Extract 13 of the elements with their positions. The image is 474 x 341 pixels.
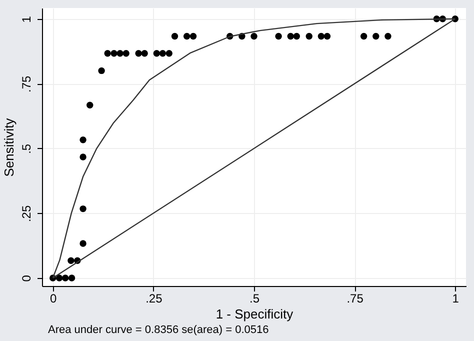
x-tick-label: .25: [146, 292, 163, 306]
x-tick-label: 0: [50, 292, 58, 306]
y-axis-title: Sensitivity: [2, 118, 16, 177]
y-tick-label: 1: [20, 16, 34, 23]
x-tick-label: .5: [249, 292, 260, 306]
x-tick-label: 1: [452, 292, 460, 306]
text: Area under curve = 0.8356 se(area) = 0.0516: [48, 324, 269, 336]
y-tick-label: .25: [20, 205, 34, 222]
x-tick-label: .75: [346, 292, 364, 306]
y-tick-label: .5: [20, 144, 34, 154]
y-tick-label: .75: [20, 75, 34, 92]
y-tick-label: 0: [20, 274, 34, 282]
x-axis-title: 1 - Specificity: [216, 306, 294, 322]
